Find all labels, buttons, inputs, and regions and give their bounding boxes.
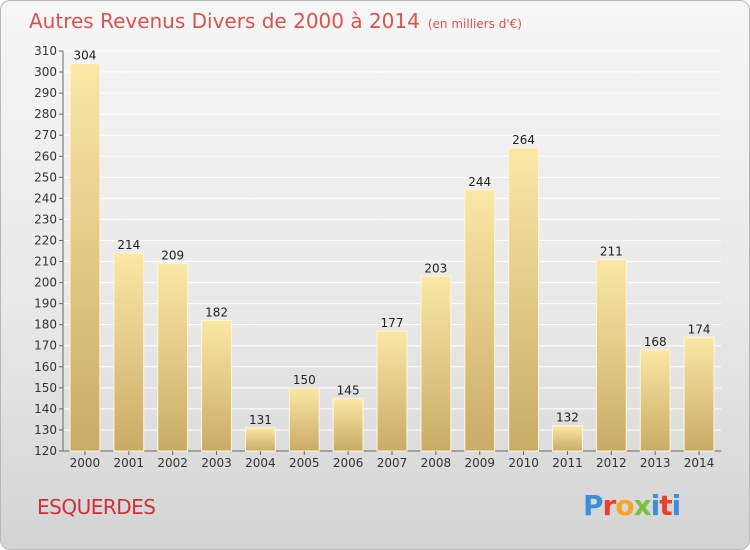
x-tick-label: 2004 — [245, 456, 276, 470]
proxiti-logo: Proxiti — [583, 489, 681, 522]
bar-value-label: 211 — [600, 244, 623, 258]
bar-value-label: 174 — [688, 322, 711, 336]
bar — [69, 63, 101, 452]
y-tick-label: 260 — [34, 149, 57, 163]
y-tick-label: 160 — [34, 360, 57, 374]
chart-title: Autres Revenus Divers de 2000 à 2014 (en … — [29, 9, 522, 33]
bar — [288, 387, 320, 452]
chart-unit: (en milliers d'€) — [427, 17, 522, 31]
bar — [376, 330, 408, 452]
x-tick-label: 2014 — [684, 456, 715, 470]
y-tick-label: 280 — [34, 107, 57, 121]
x-tick-label: 2012 — [596, 456, 627, 470]
chart-title-text: Autres Revenus Divers de 2000 à 2014 — [29, 9, 420, 33]
y-tick-label: 200 — [34, 276, 57, 290]
y-tick-label: 300 — [34, 65, 57, 79]
x-tick-label: 2005 — [289, 456, 320, 470]
bar-value-label: 304 — [73, 49, 96, 63]
bar — [508, 147, 540, 452]
bar-value-label: 209 — [161, 249, 184, 263]
y-tick-label: 210 — [34, 255, 57, 269]
bar — [201, 319, 232, 452]
x-tick-label: 2011 — [552, 456, 583, 470]
bar-value-label: 264 — [512, 133, 535, 147]
x-tick-label: 2007 — [377, 456, 408, 470]
x-tick-label: 2008 — [421, 456, 452, 470]
bar — [639, 349, 671, 452]
x-tick-label: 2000 — [70, 456, 101, 470]
y-tick-label: 120 — [34, 444, 57, 458]
x-tick-label: 2010 — [508, 456, 539, 470]
x-tick-label: 2013 — [640, 456, 671, 470]
bar-value-label: 177 — [381, 316, 404, 330]
y-tick-label: 150 — [34, 381, 57, 395]
bar — [113, 252, 145, 452]
bar-value-label: 131 — [249, 413, 272, 427]
commune-name: ESQUERDES — [37, 495, 156, 519]
bar — [552, 425, 583, 452]
bar — [464, 189, 496, 452]
y-tick-label: 270 — [34, 128, 57, 142]
bar-value-label: 168 — [644, 335, 667, 349]
y-tick-label: 310 — [34, 44, 57, 58]
bar-value-label: 244 — [468, 175, 491, 189]
bar — [157, 263, 189, 452]
bar-value-label: 214 — [117, 238, 140, 252]
x-tick-label: 2003 — [201, 456, 232, 470]
y-tick-label: 180 — [34, 318, 57, 332]
y-tick-label: 220 — [34, 233, 57, 247]
y-tick-label: 130 — [34, 423, 57, 437]
bar — [244, 427, 276, 452]
x-tick-label: 2006 — [333, 456, 364, 470]
bar-value-label: 150 — [293, 373, 316, 387]
y-tick-label: 140 — [34, 402, 57, 416]
bar-value-label: 182 — [205, 305, 228, 319]
bar-value-label: 132 — [556, 411, 579, 425]
y-tick-label: 190 — [34, 297, 57, 311]
bar — [595, 258, 627, 452]
bar — [420, 275, 452, 452]
y-tick-label: 240 — [34, 191, 57, 205]
y-tick-label: 230 — [34, 212, 57, 226]
bar — [683, 336, 715, 452]
bar-value-label: 203 — [424, 261, 447, 275]
x-tick-label: 2001 — [114, 456, 145, 470]
y-tick-label: 250 — [34, 170, 57, 184]
y-tick-label: 170 — [34, 339, 57, 353]
bar — [332, 397, 364, 452]
y-tick-label: 290 — [34, 86, 57, 100]
bar-value-label: 145 — [337, 383, 360, 397]
x-tick-label: 2009 — [464, 456, 495, 470]
x-tick-label: 2002 — [157, 456, 188, 470]
